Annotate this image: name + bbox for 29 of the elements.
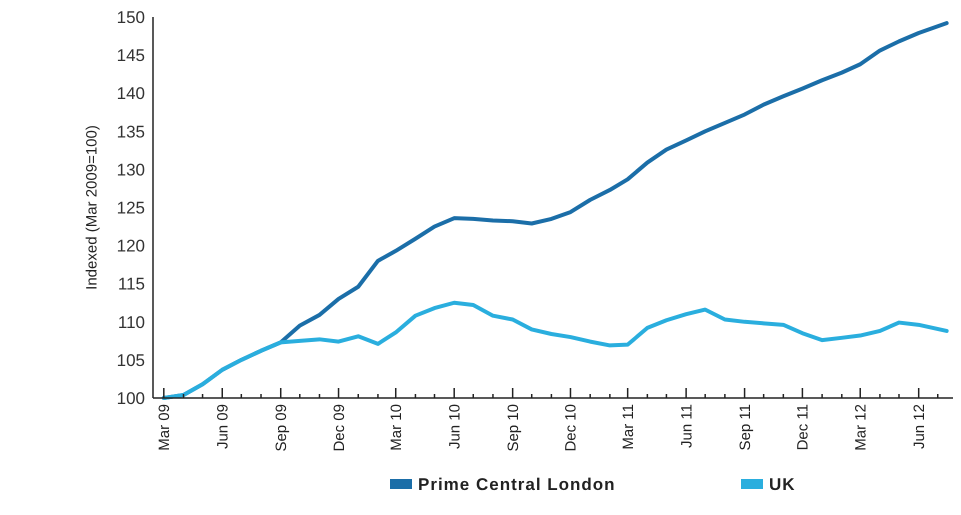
y-tick-label: 115 — [118, 274, 145, 294]
x-tick-label: Mar 09 — [156, 404, 174, 451]
x-tick-label: Dec 09 — [330, 404, 348, 452]
y-tick-label: 145 — [116, 46, 145, 66]
legend-label: UK — [769, 475, 796, 494]
y-tick-label: 105 — [116, 350, 145, 370]
legend-label: Prime Central London — [418, 475, 616, 494]
y-tick-label: 140 — [116, 84, 145, 104]
x-tick-label: Mar 10 — [388, 404, 405, 451]
y-tick-label: 100 — [116, 388, 145, 408]
x-tick-label: Dec 10 — [562, 404, 580, 452]
x-tick-label: Jun 09 — [214, 404, 232, 450]
y-tick-label: 125 — [116, 198, 145, 218]
y-tick-label: 150 — [116, 8, 145, 27]
x-tick-label: Sep 10 — [504, 404, 522, 452]
y-tick-label: 120 — [116, 236, 145, 256]
x-tick-label: Mar 12 — [852, 404, 870, 451]
x-tick-label: Sep 09 — [272, 404, 290, 452]
y-axis-title: Indexed (Mar 2009=100) — [83, 125, 100, 290]
y-tick-label: 110 — [118, 312, 145, 332]
x-tick-label: Sep 11 — [736, 404, 754, 450]
x-tick-label: Jun 12 — [910, 404, 928, 450]
line-series — [162, 300, 949, 400]
x-tick-label: Mar 11 — [620, 404, 637, 450]
y-tick-label: 135 — [116, 122, 145, 142]
x-tick-label: Jun 10 — [446, 404, 464, 450]
x-tick-label: Dec 11 — [794, 404, 812, 450]
x-tick-label: Jun 11 — [678, 404, 696, 448]
y-tick-label: 130 — [116, 160, 145, 180]
